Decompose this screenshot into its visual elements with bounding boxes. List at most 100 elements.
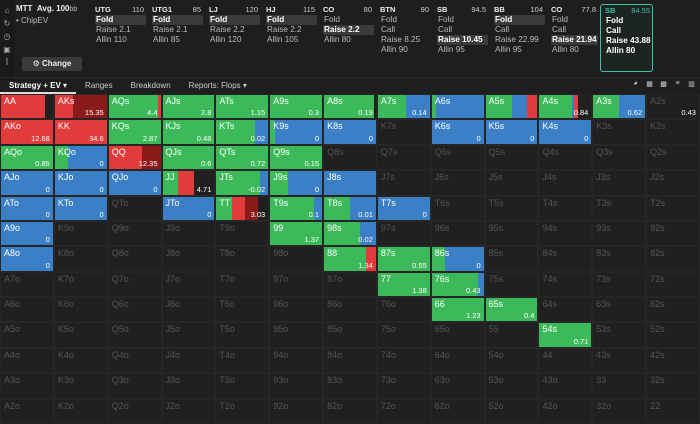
hand-cell-65o[interactable]: 65o [430,322,485,348]
hand-cell-t8o[interactable]: T8o [215,246,270,272]
hand-cell-94o[interactable]: 94o [269,347,324,374]
hand-cell-a3o[interactable]: A3o [0,373,54,399]
action-option[interactable]: Raise 2.2 [323,25,374,35]
hand-cell-44[interactable]: 44 [538,347,593,374]
hand-cell-64s[interactable]: 64s [538,297,593,323]
hand-cell-q7s[interactable]: Q7s [376,144,431,171]
hand-cell-q8o[interactable]: Q8o [107,246,162,272]
hand-cell-87o[interactable]: 87o [323,271,377,298]
cards-icon[interactable]: ▣ [3,45,11,54]
hand-cell-q5o[interactable]: Q5o [107,322,162,348]
position-sb-6[interactable]: SB 94.5 Fold Call Raise 10.45 Allin 95 [433,4,488,72]
hand-cell-a8s[interactable]: A8s 0.19 [323,94,377,120]
hand-cell-93s[interactable]: 93s [592,220,647,247]
action-option[interactable]: Call [438,25,453,34]
hand-cell-99[interactable]: 99 1.37 [269,220,324,247]
hand-cell-a4o[interactable]: A4o [0,347,54,374]
grid-small-icon[interactable]: ▩ [660,81,667,88]
action-option[interactable]: Allin 120 [210,35,242,44]
action-option[interactable]: Raise 43.88 [606,36,651,45]
hand-cell-aqs[interactable]: AQs 4.4 [107,94,162,120]
hand-cell-86s[interactable]: 86s 0 [430,246,485,272]
hand-cell-54s[interactable]: 54s 0.71 [538,322,593,348]
hand-cell-kqs[interactable]: KQs 2.87 [107,119,162,145]
hand-cell-95o[interactable]: 95o [269,322,324,348]
hand-cell-qjs[interactable]: QJs 0.6 [161,144,216,171]
hand-cell-98o[interactable]: 98o [269,246,324,272]
hand-cell-j5o[interactable]: J5o [161,322,216,348]
tab-ranges[interactable]: Ranges [85,80,113,90]
hand-cell-j9s[interactable]: J9s 0 [269,170,324,196]
hand-cell-87s[interactable]: 87s 0.55 [376,246,431,272]
hand-cell-tt[interactable]: TT 3.03 [215,195,270,221]
action-option[interactable]: Raise 2.1 [96,25,131,34]
hand-cell-j3s[interactable]: J3s [592,170,647,196]
hand-cell-j2o[interactable]: J2o [161,398,216,424]
tab-breakdown[interactable]: Breakdown [130,80,171,90]
hand-cell-k4o[interactable]: K4o [53,347,108,374]
action-option[interactable]: Fold [324,15,340,24]
hand-cell-72o[interactable]: 72o [376,398,431,424]
hand-cell-t6o[interactable]: T6o [215,297,270,323]
hand-cell-76o[interactable]: 76o [376,297,431,323]
hand-cell-75s[interactable]: 75s [484,271,539,298]
hand-cell-43s[interactable]: 43s [592,347,647,374]
hand-cell-t5o[interactable]: T5o [215,322,270,348]
hand-cell-ajo[interactable]: AJo 0 [0,170,54,196]
hand-cell-q4o[interactable]: Q4o [107,347,162,374]
hand-cell-jj[interactable]: JJ 4.71 [161,170,216,196]
action-option[interactable]: Call [381,25,396,34]
action-option[interactable]: Fold [266,15,317,25]
hand-cell-43o[interactable]: 43o [538,373,593,399]
hand-cell-q8s[interactable]: Q8s [323,144,377,171]
hand-cell-98s[interactable]: 98s 0.02 [323,220,377,247]
hand-cell-qts[interactable]: QTs 0.72 [215,144,270,171]
hand-cell-q9s[interactable]: Q9s 0.15 [269,144,324,171]
action-option[interactable]: Fold [209,15,260,25]
hand-cell-k9s[interactable]: K9s 0 [269,119,324,145]
hand-cell-k2o[interactable]: K2o [53,398,108,424]
position-utg-0[interactable]: UTG 110 Fold Raise 2.1 Allin 110 [91,4,146,72]
action-option[interactable]: Raise 8.25 [381,35,421,44]
action-option[interactable]: Raise 10.45 [437,35,488,45]
hand-cell-96o[interactable]: 96o [269,297,324,323]
hand-cell-a5o[interactable]: A5o [0,322,54,348]
pie-chart-icon[interactable]: ◕ [633,80,638,87]
action-option[interactable]: Allin 80 [552,45,579,54]
hand-cell-q4s[interactable]: Q4s [538,144,593,171]
hand-cell-j7o[interactable]: J7o [161,271,216,298]
hand-cell-a9s[interactable]: A9s 0.3 [269,94,324,120]
position-hj-3[interactable]: HJ 115 Fold Raise 2.2 Allin 105 [262,4,317,72]
hand-cell-82s[interactable]: 82s [646,246,700,272]
hand-cell-kqo[interactable]: KQo 0 [53,144,108,171]
hand-cell-73o[interactable]: 73o [376,373,431,399]
hand-cell-q6o[interactable]: Q6o [107,297,162,323]
action-option[interactable]: Allin 80 [606,46,636,55]
position-bb-7[interactable]: BB 104 Fold Call Raise 22.99 Allin 95 [490,4,545,72]
hand-cell-t4s[interactable]: T4s [538,195,593,221]
hand-cell-t3o[interactable]: T3o [215,373,270,399]
hand-cell-kk[interactable]: KK 34.6 [53,119,108,145]
tab-strategy-ev[interactable]: Strategy + EV ▾ [0,78,77,94]
hand-cell-85s[interactable]: 85s [484,246,539,272]
action-option[interactable]: Fold [438,15,454,24]
position-co-8[interactable]: CO 77.8 Fold Call Raise 21.94 Allin 80 [547,4,598,72]
hand-cell-a7o[interactable]: A7o [0,271,54,298]
hand-cell-t7o[interactable]: T7o [215,271,270,298]
hand-cell-ajs[interactable]: AJs 2.8 [161,94,216,120]
hand-cell-63s[interactable]: 63s [592,297,647,323]
hand-cell-94s[interactable]: 94s [538,220,593,247]
hand-cell-42s[interactable]: 42s [646,347,700,374]
hand-cell-kts[interactable]: KTs 0.02 [215,119,270,145]
hand-cell-75o[interactable]: 75o [376,322,431,348]
hand-cell-42o[interactable]: 42o [538,398,593,424]
hand-cell-a6o[interactable]: A6o [0,297,54,323]
hand-cell-k8o[interactable]: K8o [53,246,108,272]
position-lj-2[interactable]: LJ 120 Fold Raise 2.2 Allin 120 [205,4,260,72]
action-option[interactable]: Raise 22.99 [495,35,539,44]
hand-cell-q6s[interactable]: Q6s [430,144,485,171]
hand-cell-t9s[interactable]: T9s 0.1 [269,195,324,221]
hand-cell-j4s[interactable]: J4s [538,170,593,196]
hand-cell-kjo[interactable]: KJo 0 [53,170,108,196]
action-option[interactable]: Fold [152,15,203,25]
